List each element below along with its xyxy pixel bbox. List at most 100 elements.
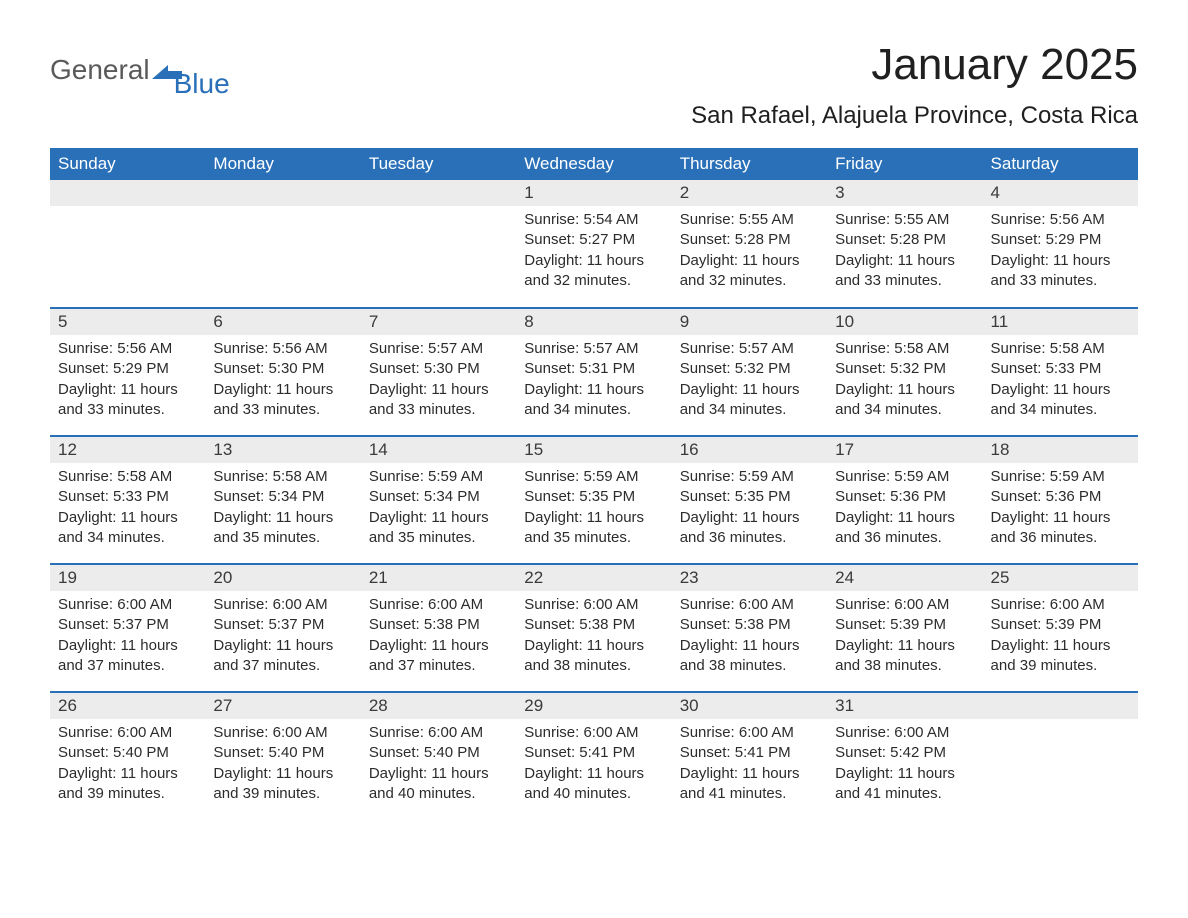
calendar-cell: 2Sunrise: 5:55 AMSunset: 5:28 PMDaylight… — [672, 180, 827, 308]
calendar-cell: 30Sunrise: 6:00 AMSunset: 5:41 PMDayligh… — [672, 692, 827, 820]
daylight-text: Daylight: 11 hours and 34 minutes. — [835, 380, 974, 421]
day-number: 19 — [50, 565, 205, 591]
sunset-text: Sunset: 5:30 PM — [369, 359, 508, 379]
day-content: Sunrise: 6:00 AMSunset: 5:41 PMDaylight:… — [516, 719, 671, 812]
day-content: Sunrise: 5:59 AMSunset: 5:35 PMDaylight:… — [672, 463, 827, 556]
daylight-text: Daylight: 11 hours and 33 minutes. — [835, 251, 974, 292]
sunrise-text: Sunrise: 5:58 AM — [58, 467, 197, 487]
day-content: Sunrise: 5:55 AMSunset: 5:28 PMDaylight:… — [827, 206, 982, 299]
sunrise-text: Sunrise: 6:00 AM — [369, 723, 508, 743]
day-number: 2 — [672, 180, 827, 206]
daylight-text: Daylight: 11 hours and 37 minutes. — [369, 636, 508, 677]
page-title: January 2025 — [691, 40, 1138, 90]
weekday-header: Monday — [205, 148, 360, 180]
sunset-text: Sunset: 5:29 PM — [58, 359, 197, 379]
day-number: 1 — [516, 180, 671, 206]
sunrise-text: Sunrise: 6:00 AM — [58, 723, 197, 743]
sunset-text: Sunset: 5:31 PM — [524, 359, 663, 379]
calendar-cell: 8Sunrise: 5:57 AMSunset: 5:31 PMDaylight… — [516, 308, 671, 436]
day-number: 25 — [983, 565, 1138, 591]
day-content: Sunrise: 5:58 AMSunset: 5:33 PMDaylight:… — [50, 463, 205, 556]
day-content: Sunrise: 5:56 AMSunset: 5:30 PMDaylight:… — [205, 335, 360, 428]
calendar-cell: 14Sunrise: 5:59 AMSunset: 5:34 PMDayligh… — [361, 436, 516, 564]
day-content: Sunrise: 6:00 AMSunset: 5:37 PMDaylight:… — [50, 591, 205, 684]
sunrise-text: Sunrise: 5:59 AM — [524, 467, 663, 487]
daylight-text: Daylight: 11 hours and 36 minutes. — [835, 508, 974, 549]
day-content: Sunrise: 5:56 AMSunset: 5:29 PMDaylight:… — [983, 206, 1138, 299]
sunrise-text: Sunrise: 6:00 AM — [680, 723, 819, 743]
day-number: 14 — [361, 437, 516, 463]
sunrise-text: Sunrise: 6:00 AM — [213, 723, 352, 743]
sunrise-text: Sunrise: 5:55 AM — [680, 210, 819, 230]
calendar-cell: 3Sunrise: 5:55 AMSunset: 5:28 PMDaylight… — [827, 180, 982, 308]
sunrise-text: Sunrise: 5:59 AM — [835, 467, 974, 487]
sunrise-text: Sunrise: 5:58 AM — [835, 339, 974, 359]
day-number: 18 — [983, 437, 1138, 463]
sunrise-text: Sunrise: 5:59 AM — [369, 467, 508, 487]
day-content: Sunrise: 6:00 AMSunset: 5:39 PMDaylight:… — [983, 591, 1138, 684]
daylight-text: Daylight: 11 hours and 36 minutes. — [680, 508, 819, 549]
sunset-text: Sunset: 5:30 PM — [213, 359, 352, 379]
sunrise-text: Sunrise: 5:59 AM — [991, 467, 1130, 487]
calendar-cell: 12Sunrise: 5:58 AMSunset: 5:33 PMDayligh… — [50, 436, 205, 564]
sunrise-text: Sunrise: 5:59 AM — [680, 467, 819, 487]
daylight-text: Daylight: 11 hours and 40 minutes. — [524, 764, 663, 805]
sunset-text: Sunset: 5:42 PM — [835, 743, 974, 763]
sunset-text: Sunset: 5:34 PM — [213, 487, 352, 507]
sunset-text: Sunset: 5:27 PM — [524, 230, 663, 250]
sunset-text: Sunset: 5:35 PM — [680, 487, 819, 507]
header: General Blue January 2025 San Rafael, Al… — [50, 40, 1138, 130]
calendar-cell: 9Sunrise: 5:57 AMSunset: 5:32 PMDaylight… — [672, 308, 827, 436]
calendar-header-row: SundayMondayTuesdayWednesdayThursdayFrid… — [50, 148, 1138, 180]
day-content: Sunrise: 6:00 AMSunset: 5:37 PMDaylight:… — [205, 591, 360, 684]
daylight-text: Daylight: 11 hours and 38 minutes. — [680, 636, 819, 677]
day-number: 21 — [361, 565, 516, 591]
sunrise-text: Sunrise: 6:00 AM — [524, 595, 663, 615]
sunset-text: Sunset: 5:35 PM — [524, 487, 663, 507]
daylight-text: Daylight: 11 hours and 39 minutes. — [213, 764, 352, 805]
day-content: Sunrise: 5:57 AMSunset: 5:30 PMDaylight:… — [361, 335, 516, 428]
day-number-empty — [205, 180, 360, 206]
calendar-cell: 27Sunrise: 6:00 AMSunset: 5:40 PMDayligh… — [205, 692, 360, 820]
weekday-header: Wednesday — [516, 148, 671, 180]
day-number: 8 — [516, 309, 671, 335]
sunrise-text: Sunrise: 6:00 AM — [835, 723, 974, 743]
day-number: 16 — [672, 437, 827, 463]
sunset-text: Sunset: 5:37 PM — [58, 615, 197, 635]
calendar-cell: 29Sunrise: 6:00 AMSunset: 5:41 PMDayligh… — [516, 692, 671, 820]
sunrise-text: Sunrise: 6:00 AM — [680, 595, 819, 615]
sunset-text: Sunset: 5:41 PM — [680, 743, 819, 763]
calendar-cell: 5Sunrise: 5:56 AMSunset: 5:29 PMDaylight… — [50, 308, 205, 436]
day-number: 28 — [361, 693, 516, 719]
daylight-text: Daylight: 11 hours and 41 minutes. — [835, 764, 974, 805]
sunset-text: Sunset: 5:40 PM — [369, 743, 508, 763]
daylight-text: Daylight: 11 hours and 37 minutes. — [213, 636, 352, 677]
daylight-text: Daylight: 11 hours and 35 minutes. — [369, 508, 508, 549]
weekday-header: Thursday — [672, 148, 827, 180]
daylight-text: Daylight: 11 hours and 34 minutes. — [524, 380, 663, 421]
weekday-header: Tuesday — [361, 148, 516, 180]
sunset-text: Sunset: 5:40 PM — [213, 743, 352, 763]
sunset-text: Sunset: 5:32 PM — [835, 359, 974, 379]
calendar-cell: 16Sunrise: 5:59 AMSunset: 5:35 PMDayligh… — [672, 436, 827, 564]
sunrise-text: Sunrise: 6:00 AM — [213, 595, 352, 615]
calendar-cell — [50, 180, 205, 308]
calendar-cell: 13Sunrise: 5:58 AMSunset: 5:34 PMDayligh… — [205, 436, 360, 564]
calendar-cell: 21Sunrise: 6:00 AMSunset: 5:38 PMDayligh… — [361, 564, 516, 692]
calendar-cell: 19Sunrise: 6:00 AMSunset: 5:37 PMDayligh… — [50, 564, 205, 692]
daylight-text: Daylight: 11 hours and 41 minutes. — [680, 764, 819, 805]
day-number: 15 — [516, 437, 671, 463]
day-content: Sunrise: 5:59 AMSunset: 5:36 PMDaylight:… — [827, 463, 982, 556]
day-content: Sunrise: 5:54 AMSunset: 5:27 PMDaylight:… — [516, 206, 671, 299]
day-content: Sunrise: 5:58 AMSunset: 5:34 PMDaylight:… — [205, 463, 360, 556]
day-content: Sunrise: 6:00 AMSunset: 5:38 PMDaylight:… — [516, 591, 671, 684]
calendar-cell: 18Sunrise: 5:59 AMSunset: 5:36 PMDayligh… — [983, 436, 1138, 564]
sunset-text: Sunset: 5:39 PM — [835, 615, 974, 635]
daylight-text: Daylight: 11 hours and 38 minutes. — [835, 636, 974, 677]
day-number: 7 — [361, 309, 516, 335]
title-block: January 2025 San Rafael, Alajuela Provin… — [691, 40, 1138, 130]
calendar-cell: 22Sunrise: 6:00 AMSunset: 5:38 PMDayligh… — [516, 564, 671, 692]
sunset-text: Sunset: 5:39 PM — [991, 615, 1130, 635]
daylight-text: Daylight: 11 hours and 32 minutes. — [680, 251, 819, 292]
sunset-text: Sunset: 5:40 PM — [58, 743, 197, 763]
